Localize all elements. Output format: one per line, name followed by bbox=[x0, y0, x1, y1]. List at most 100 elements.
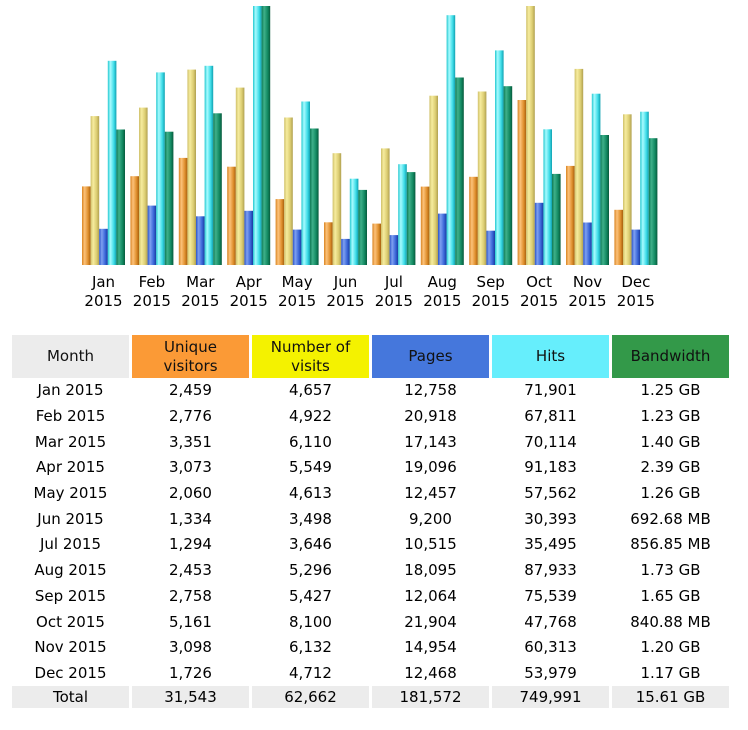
cell-pages: 18,095 bbox=[404, 561, 457, 580]
x-tick-label: 2015 bbox=[181, 292, 219, 310]
cell-month: Mar 2015 bbox=[34, 432, 107, 451]
x-tick-label: Nov bbox=[573, 273, 602, 291]
cell-number-of-visits: 5,427 bbox=[289, 586, 332, 605]
cell-hits: 67,811 bbox=[524, 407, 577, 426]
table-row: Sep 2015 2,758 5,427 12,064 75,539 1.65 GB bbox=[12, 584, 729, 610]
cell-pages: 19,096 bbox=[404, 458, 457, 477]
bar-bandwidth bbox=[552, 173, 561, 265]
cell-hits: 30,393 bbox=[524, 509, 577, 528]
bar-bandwidth bbox=[358, 189, 367, 265]
cell-hits: 71,901 bbox=[524, 381, 577, 400]
bar-pages bbox=[196, 216, 205, 265]
cell-month: Sep 2015 bbox=[34, 586, 107, 605]
bar-pages bbox=[341, 238, 350, 265]
cell-unique-visitors: 31,543 bbox=[132, 686, 249, 709]
x-tick-label: 2015 bbox=[84, 292, 122, 310]
table-header-row: Month Unique visitors Number of visits P… bbox=[12, 335, 729, 378]
bar-hits bbox=[349, 178, 359, 265]
bar-number-of-visits bbox=[90, 116, 100, 265]
bar-bandwidth bbox=[406, 172, 416, 265]
cell-month: Jul 2015 bbox=[39, 535, 102, 554]
bar-pages bbox=[99, 228, 108, 265]
table-row: Feb 2015 2,776 4,922 20,918 67,811 1.23 GB bbox=[12, 404, 729, 430]
cell-bandwidth: 856.85 MB bbox=[630, 535, 711, 554]
x-tick-label: 2015 bbox=[568, 292, 606, 310]
cell-unique-visitors: 3,351 bbox=[169, 432, 212, 451]
cell-bandwidth: 1.25 GB bbox=[640, 381, 701, 400]
cell-unique-visitors: 2,758 bbox=[169, 586, 212, 605]
cell-hits: 57,562 bbox=[524, 484, 577, 503]
bar-number-of-visits bbox=[187, 69, 196, 265]
cell-month: Total bbox=[12, 686, 129, 709]
table-row: Nov 2015 3,098 6,132 14,954 60,313 1.20 GB bbox=[12, 635, 729, 661]
x-tick-label: May bbox=[282, 273, 313, 291]
cell-month: Aug 2015 bbox=[34, 561, 107, 580]
cell-bandwidth: 1.26 GB bbox=[640, 484, 701, 503]
cell-number-of-visits: 5,296 bbox=[289, 561, 332, 580]
cell-bandwidth: 2.39 GB bbox=[640, 458, 701, 477]
x-tick-label: Dec bbox=[621, 273, 650, 291]
bar-hits bbox=[156, 72, 165, 266]
cell-bandwidth: 1.20 GB bbox=[640, 638, 701, 657]
x-tick-label: Apr bbox=[236, 273, 263, 291]
bar-unique-visitors bbox=[275, 199, 285, 265]
table-total-row: Total 31,543 62,662 181,572 749,991 15.61 GB bbox=[12, 686, 729, 709]
cell-month: Jan 2015 bbox=[37, 381, 104, 400]
bar-hits bbox=[107, 60, 117, 265]
cell-unique-visitors: 1,726 bbox=[169, 663, 212, 682]
cell-month: Jun 2015 bbox=[37, 509, 104, 528]
x-tick-label: 2015 bbox=[133, 292, 171, 310]
cell-bandwidth: 1.65 GB bbox=[640, 586, 701, 605]
bar-number-of-visits bbox=[623, 114, 632, 265]
cell-hits: 75,539 bbox=[524, 586, 577, 605]
bar-hits bbox=[591, 93, 601, 265]
table-row: May 2015 2,060 4,613 12,457 57,562 1.26 GB bbox=[12, 481, 729, 507]
bar-pages bbox=[147, 205, 157, 265]
cell-pages: 21,904 bbox=[404, 612, 457, 631]
cell-pages: 12,758 bbox=[404, 381, 457, 400]
cell-pages: 181,572 bbox=[372, 686, 489, 709]
bar-unique-visitors bbox=[82, 186, 91, 265]
table-row: Aug 2015 2,453 5,296 18,095 87,933 1.73 GB bbox=[12, 558, 729, 584]
bar-bandwidth bbox=[455, 77, 464, 265]
cell-number-of-visits: 3,498 bbox=[289, 509, 332, 528]
cell-hits: 87,933 bbox=[524, 561, 577, 580]
header-hits: Hits bbox=[492, 335, 609, 378]
cell-unique-visitors: 3,073 bbox=[169, 458, 212, 477]
table-row: Oct 2015 5,161 8,100 21,904 47,768 840.88 MB bbox=[12, 609, 729, 635]
cell-number-of-visits: 3,646 bbox=[289, 535, 332, 554]
cell-number-of-visits: 5,549 bbox=[289, 458, 332, 477]
header-number-of-visits: Number of visits bbox=[252, 335, 369, 378]
bar-pages bbox=[244, 210, 253, 265]
header-unique-visitors-label: Unique visitors bbox=[163, 337, 218, 375]
x-tick-label: 2015 bbox=[375, 292, 413, 310]
header-bandwidth: Bandwidth bbox=[612, 335, 729, 378]
cell-unique-visitors: 5,161 bbox=[169, 612, 212, 631]
bar-unique-visitors bbox=[227, 166, 236, 265]
cell-pages: 14,954 bbox=[404, 638, 457, 657]
x-tick-label: Oct bbox=[526, 273, 552, 291]
cell-pages: 12,457 bbox=[404, 484, 457, 503]
cell-unique-visitors: 2,459 bbox=[169, 381, 212, 400]
bar-number-of-visits bbox=[477, 91, 487, 265]
table-row: Jan 2015 2,459 4,657 12,758 71,901 1.25 GB bbox=[12, 378, 729, 404]
cell-unique-visitors: 2,060 bbox=[169, 484, 212, 503]
x-tick-label: Mar bbox=[186, 273, 215, 291]
bar-hits bbox=[543, 129, 552, 265]
cell-hits: 70,114 bbox=[524, 432, 577, 451]
bar-hits bbox=[204, 65, 214, 265]
bar-bandwidth bbox=[648, 138, 658, 265]
bar-number-of-visits bbox=[526, 6, 535, 265]
bar-unique-visitors bbox=[566, 165, 575, 265]
cell-unique-visitors: 2,776 bbox=[169, 407, 212, 426]
x-tick-label: Jan bbox=[91, 273, 115, 291]
bar-unique-visitors bbox=[469, 176, 478, 265]
header-number-of-visits-label: Number of visits bbox=[270, 337, 351, 375]
x-tick-label: Jun bbox=[333, 273, 357, 291]
cell-unique-visitors: 1,294 bbox=[169, 535, 212, 554]
bar-unique-visitors bbox=[324, 222, 333, 265]
bar-unique-visitors bbox=[130, 176, 139, 265]
bar-bandwidth bbox=[261, 6, 271, 265]
x-tick-label: Jul bbox=[384, 273, 403, 291]
cell-pages: 12,468 bbox=[404, 663, 457, 682]
